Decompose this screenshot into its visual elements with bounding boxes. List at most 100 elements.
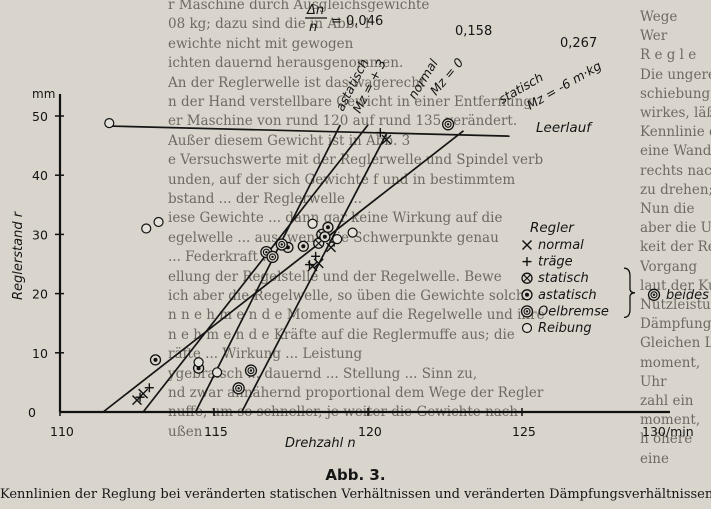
- page-text-right-line: moment,: [640, 412, 701, 429]
- x-tick-label: 110: [50, 424, 74, 439]
- data-point-reibung: [104, 118, 115, 129]
- page-text-right-line: Nutzleistung: [640, 297, 711, 313]
- marker-stroke: [313, 258, 324, 269]
- page-text-right-line: schiebung: [640, 85, 711, 102]
- marker-dot: [525, 292, 529, 297]
- page-text-right-line: Uhr: [640, 373, 667, 390]
- data-point-reibung: [153, 216, 164, 228]
- marker-dot: [249, 369, 253, 372]
- legend-marker-astatisch: [521, 289, 533, 301]
- marker-stroke: [314, 239, 323, 248]
- legend-label: Reibung: [538, 321, 592, 336]
- marker-ring: [104, 118, 115, 129]
- data-point-oelbremse: [232, 382, 245, 395]
- marker-dot: [446, 123, 450, 126]
- marker-ring: [332, 234, 343, 245]
- page-text-right-line: wirkes, läßt: [640, 105, 711, 121]
- page-text-line: 08 kg; dazu sind die in Abb. 1: [168, 16, 372, 33]
- marker-ring: [235, 384, 243, 392]
- marker-ring: [523, 307, 531, 315]
- page-text-right-line: Nun die: [640, 201, 695, 217]
- page-text-right-line: zahl ein: [640, 393, 694, 409]
- marker-stroke: [307, 261, 318, 272]
- marker-ring: [307, 218, 318, 229]
- data-point-reibung: [347, 227, 358, 238]
- marker-ring: [193, 357, 204, 368]
- page-text-right-line: Gleichen L: [640, 335, 711, 352]
- legend-marker-beides: [647, 288, 661, 301]
- page-text-line: iese Gewichte ... dann gar keine Wirkung…: [168, 210, 503, 227]
- x-axis-title: Drehzahl n: [285, 436, 356, 451]
- marker-dot: [265, 250, 268, 254]
- marker-ring: [521, 322, 533, 334]
- marker-dot: [271, 255, 274, 259]
- data-point-astatisch: [149, 354, 162, 366]
- y-tick-label: 40: [32, 168, 48, 183]
- data-point-träge: [375, 128, 385, 138]
- page-text-right-line: zu drehen;: [640, 181, 711, 198]
- ratio-value-1: = 0,046: [331, 14, 383, 29]
- page-text-line: ich aber die Regelwelle, so üben die Gew…: [168, 288, 533, 304]
- marker-stroke: [523, 274, 531, 282]
- page-text-right-line: eine: [640, 450, 669, 467]
- page-text-right-line: laut der Kurve: [640, 277, 711, 294]
- data-point-reibung: [307, 218, 318, 229]
- page-text-right-line: eine Wanderun: [640, 143, 711, 160]
- marker-ring: [347, 227, 358, 238]
- marker-ring: [141, 223, 152, 234]
- leerlauf-label: Leerlauf: [536, 120, 593, 136]
- characteristic-line: [240, 133, 388, 413]
- page-text-right-line: Dämpfungsm: [640, 316, 711, 333]
- ratio-value-2: 0,158: [455, 24, 492, 39]
- ratio-numerator: Δn: [306, 3, 324, 18]
- marker-dot: [525, 310, 529, 313]
- legend-marker-statisch: [521, 272, 533, 284]
- marker-ring: [268, 253, 277, 261]
- page-text-line: ewichte nicht mit gewogen: [168, 35, 354, 52]
- page-text-right-line: h öhere: [640, 431, 693, 448]
- marker-dot: [325, 225, 330, 230]
- characteristic-line: [194, 124, 342, 413]
- data-point-reibung: [141, 223, 152, 234]
- legend-label: Oelbremse: [538, 304, 609, 319]
- page-text-line: ußen ...: [168, 423, 220, 440]
- characteristic-line: [142, 124, 369, 413]
- data-point-oelbremse: [441, 118, 455, 131]
- y-tick-label: 10: [32, 346, 48, 361]
- page-text-line: unden, auf der sich Gewichte f und in be…: [168, 171, 516, 188]
- data-point-reibung: [211, 367, 223, 378]
- page-text-right-line: Vorgang: [640, 258, 698, 275]
- page-text-right-line: Wege: [640, 9, 678, 25]
- x-tick-label: 130/min: [642, 424, 694, 439]
- page-text-right-line: rechts nach: [640, 162, 711, 179]
- leerlauf-line: [109, 125, 510, 137]
- legend-marker-oelbremse: [520, 305, 534, 318]
- legend-label: statisch: [538, 271, 589, 286]
- page-text-line: An der Reglerwelle ist das wagerecht: [168, 74, 426, 91]
- data-point-oelbremse: [275, 238, 288, 251]
- page-text-line: räfte ... Wirkung ... Leistung: [168, 346, 363, 363]
- page-text-line: n der Hand verstellbare Gewicht in einer…: [168, 94, 533, 110]
- page-text-right-line: R e g l e: [640, 47, 697, 64]
- page-text-line: Außer diesem Gewicht ist in Abb. 3: [168, 132, 411, 149]
- page-text-line: e Versuchswerte mit der Reglerwelle und …: [168, 152, 544, 169]
- page-text-line: r Maschine durch Ausgleichsgewichte: [168, 0, 430, 13]
- legend-marker-reibung: [521, 322, 533, 334]
- marker-ring: [650, 291, 658, 299]
- characteristic-lines: Leerlauf: [102, 120, 593, 413]
- page-text-right-line: keit der Reg: [640, 239, 711, 256]
- x-tick-label: 115: [204, 424, 228, 439]
- figure-caption: Kennlinien der Reglung bei veränderten s…: [0, 487, 711, 502]
- data-point-normal: [381, 134, 392, 145]
- y-tick-label: 20: [32, 287, 48, 302]
- data-point-träge: [304, 260, 314, 270]
- page-text-line: er Maschine von rund 120 auf rund 135 ve…: [168, 113, 518, 130]
- page-text-right-line: Kennlinie der: [640, 124, 711, 141]
- page-text-right-line: moment,: [640, 354, 701, 371]
- x-tick-label: 125: [512, 424, 536, 439]
- page-text-right-line: Die ungerec: [640, 66, 711, 83]
- legend-label: träge: [538, 255, 573, 270]
